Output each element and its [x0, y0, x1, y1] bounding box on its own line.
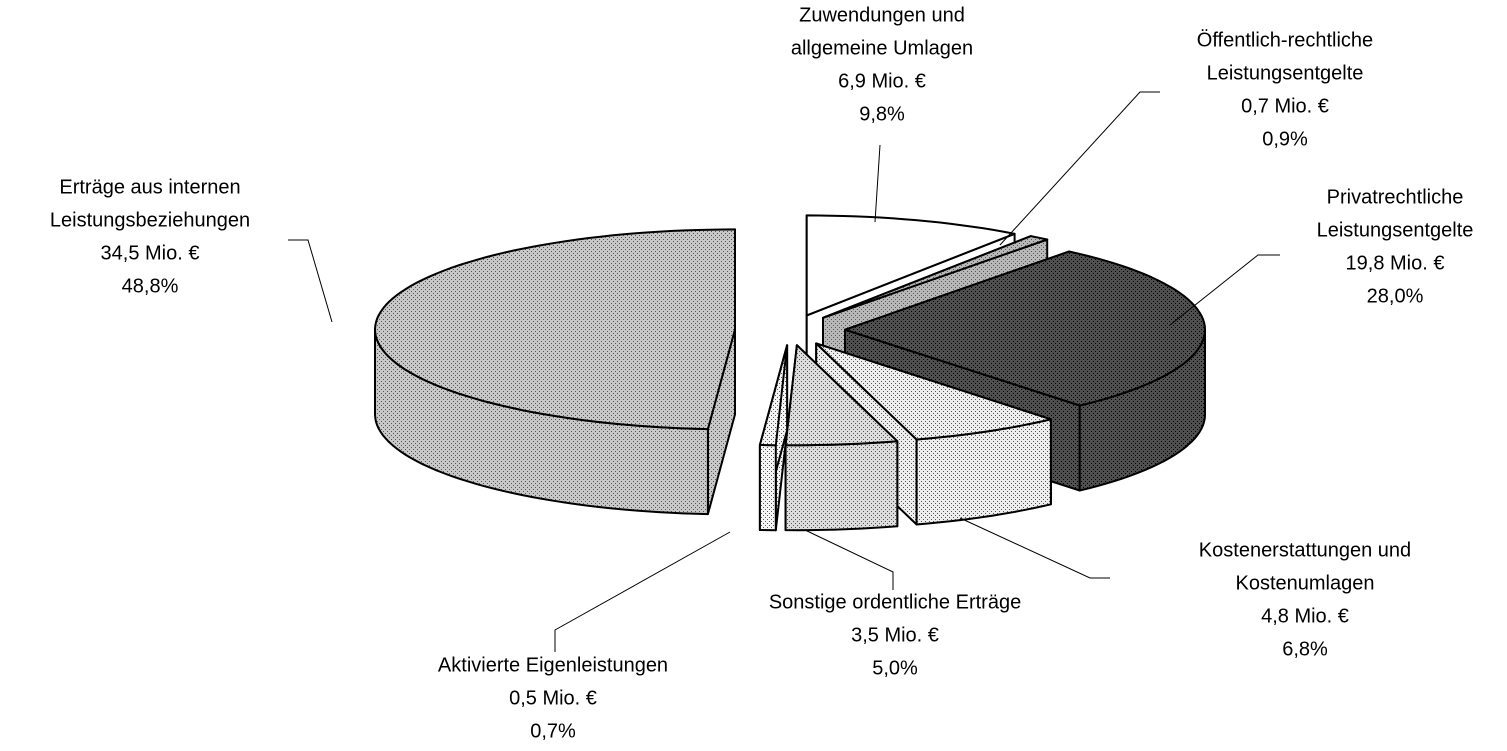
slice-label: Leistungsentgelte: [1317, 220, 1474, 242]
amount-label: 0,5 Mio. €: [509, 688, 597, 710]
percent-label: 28,0%: [1367, 286, 1424, 308]
amount-label: 4,8 Mio. €: [1261, 606, 1349, 628]
amount-label: 34,5 Mio. €: [101, 243, 200, 265]
slice-top: [815, 342, 1052, 441]
slice-top: [784, 344, 899, 447]
slice-label: Kostenumlagen: [1236, 573, 1375, 595]
percent-label: 5,0%: [872, 658, 918, 680]
slice-wall: [784, 440, 899, 532]
leader-line: [804, 529, 894, 590]
amount-label: 3,5 Mio. €: [851, 625, 939, 647]
slice: [784, 344, 899, 532]
percent-label: 0,9%: [1262, 129, 1308, 151]
leader-line: [554, 531, 731, 652]
slice-label: Öffentlich-rechtliche: [1197, 30, 1373, 52]
amount-label: 6,9 Mio. €: [838, 71, 926, 93]
slice: [758, 344, 789, 532]
percent-label: 6,8%: [1282, 639, 1328, 661]
percent-label: 9,8%: [859, 104, 905, 126]
slice-label: Zuwendungen und: [799, 5, 965, 27]
slice-top: [844, 250, 1206, 407]
percent-label: 0,7%: [530, 721, 576, 743]
slice-label: Privatrechtliche: [1327, 187, 1464, 209]
slice-top: [805, 214, 1016, 317]
leader-line: [874, 144, 881, 223]
percent-label: 48,8%: [122, 276, 179, 298]
leader-line: [999, 91, 1160, 246]
slice-label: Leistungsentgelte: [1207, 63, 1364, 85]
slice-top: [822, 235, 1049, 319]
slice-wall: [758, 444, 777, 532]
leader-line: [959, 517, 1110, 579]
slice-label: Aktivierte Eigenleistungen: [438, 655, 668, 677]
leader-line: [288, 239, 333, 323]
slice-label: Kostenerstattungen und: [1199, 540, 1411, 562]
slice-label: allgemeine Umlagen: [791, 38, 973, 60]
slice-label: Erträge aus internen: [59, 177, 240, 199]
slice-top: [758, 344, 789, 447]
amount-label: 19,8 Mio. €: [1346, 253, 1445, 275]
slice: [374, 228, 736, 516]
leader-line: [1169, 254, 1280, 326]
amount-label: 0,7 Mio. €: [1241, 96, 1329, 118]
slice-label: Sonstige ordentliche Erträge: [769, 592, 1021, 614]
slice-top: [374, 228, 736, 431]
slice-label: Leistungsbeziehungen: [50, 210, 250, 232]
